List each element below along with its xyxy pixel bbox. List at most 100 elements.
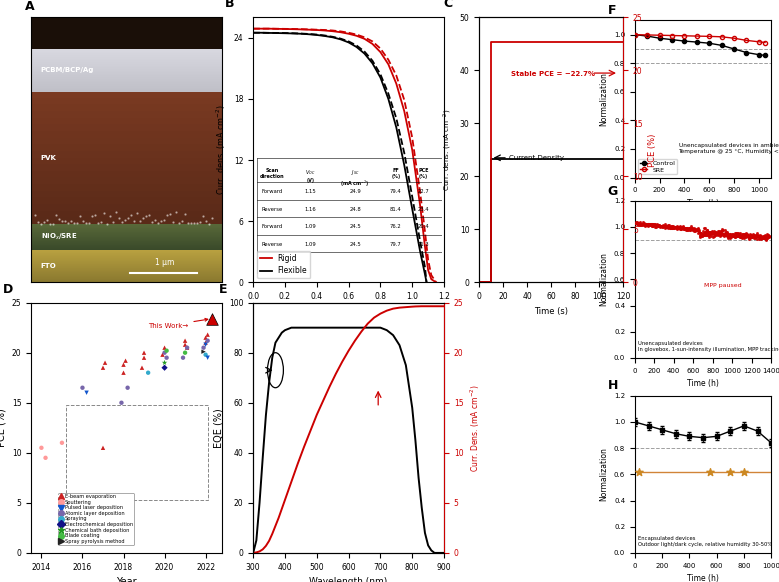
Point [97,363,109,372]
Point [720,227,732,236]
Point [685,221,697,230]
Point [699,228,711,237]
Point [755,231,767,240]
Point [744,232,756,242]
Point [658,222,671,231]
Point [199,338,212,347]
Point [56,216,69,225]
Rigid [432,279,441,286]
Point [761,233,774,243]
Point [674,223,686,233]
Point [763,232,775,241]
Point [647,220,660,229]
Point [654,221,667,230]
Point [718,231,731,240]
Point [700,229,712,239]
Point [707,228,719,237]
Point [137,213,150,222]
Point [37,217,50,226]
Point [696,230,708,240]
Point [179,336,192,345]
Point [729,233,742,242]
Point [657,221,670,230]
Point [728,231,741,240]
Point [199,350,212,359]
Point [702,230,714,239]
Point [741,229,753,239]
Point [685,224,697,233]
Point [761,229,774,239]
Point [116,217,129,226]
Point [640,221,653,230]
Point [729,232,742,242]
Point [656,222,668,231]
Y-axis label: Normalization: Normalization [599,253,608,306]
Point [744,232,756,242]
Point [736,229,749,239]
Point [35,219,48,229]
Point [641,220,654,229]
Flexible [273,30,282,37]
Line: Flexible: Flexible [253,33,427,282]
Point [661,221,673,230]
Point [711,229,724,238]
Point [683,223,696,233]
Point [41,215,53,225]
Point [679,224,691,233]
Line: Control: Control [633,33,767,58]
Point [720,229,732,239]
Point [160,353,173,363]
Point [638,221,650,230]
Point [713,230,725,239]
Point [723,232,735,241]
Point [713,226,725,235]
Flexible [249,29,258,36]
Point [686,224,698,233]
Point [704,228,717,237]
Point [700,225,713,235]
Point [733,229,746,238]
Point [719,231,731,240]
Point [686,225,699,234]
Point [39,453,51,463]
Point [648,219,661,229]
Point [675,223,688,232]
Point [661,221,673,230]
Point [694,228,707,237]
Point [659,222,671,231]
Point [762,230,774,240]
X-axis label: Time (s): Time (s) [534,307,568,315]
Point [155,217,167,226]
Text: Encapsulated devices
Outdoor light/dark cycle, relative humidity 30-50%: Encapsulated devices Outdoor light/dark … [637,536,772,546]
Point [750,230,763,239]
Point [735,231,748,240]
Point [712,230,724,240]
Point [700,229,713,238]
Point [734,232,746,242]
Point [727,231,739,240]
Point [686,224,699,233]
Point [173,218,185,227]
Point [755,232,767,241]
Point [724,229,736,239]
Point [707,232,720,241]
Point [752,231,764,240]
Point [668,222,681,232]
Point [645,221,657,230]
Flexible [375,74,385,81]
Point [762,230,774,240]
Y-axis label: EQE (%): EQE (%) [213,408,224,448]
Point [35,443,48,452]
Point [754,232,767,241]
Point [158,363,171,372]
Control [729,45,738,52]
Point [691,226,703,235]
X-axis label: Year: Year [116,577,137,582]
Rigid [427,276,436,283]
Point [689,226,701,236]
Point [682,225,695,235]
Point [644,219,657,229]
Control [704,40,714,47]
Point [202,353,214,363]
Point [756,233,768,243]
